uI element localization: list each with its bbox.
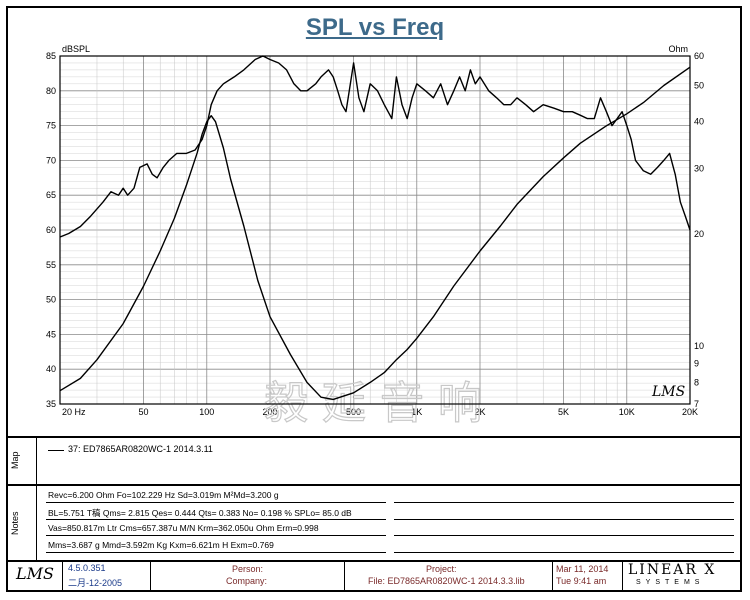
- note-rule: [46, 552, 386, 553]
- left-tick-label: 60: [46, 225, 56, 235]
- footer-brand-sub: SYSTEMS: [636, 579, 705, 586]
- left-axis-label: dBSPL: [62, 44, 90, 54]
- x-tick-label: 10K: [619, 407, 635, 417]
- footer-brand: LINEAR X: [628, 562, 717, 578]
- left-tick-label: 65: [46, 190, 56, 200]
- plot-border: [59, 55, 691, 405]
- right-tick-label: 50: [694, 81, 704, 91]
- left-axis-ticks: 85 80 75 70 65 60 55 50 45 40 35: [46, 51, 56, 409]
- note-rule: [46, 519, 386, 520]
- map-label: Map: [10, 451, 20, 469]
- note-line: Mms=3.687 g Mmd=3.592m Kg Kxm=6.621m H E…: [48, 540, 274, 550]
- left-tick-label: 45: [46, 329, 56, 339]
- footer-date: Mar 11, 2014: [556, 564, 609, 574]
- spl-series-line: [59, 55, 691, 238]
- chart-title: SPL vs Freq: [305, 14, 445, 41]
- footer-file: File: ED7865AR0820WC-1 2014.3.3.lib: [368, 576, 525, 586]
- chart-series: [59, 55, 691, 401]
- x-tick-label: 2K: [474, 407, 485, 417]
- footer-version: 4.5.0.351: [68, 563, 106, 573]
- left-tick-label: 70: [46, 155, 56, 165]
- notes-panel: [8, 484, 740, 560]
- footer-person-cell: [150, 560, 344, 590]
- note-rule-right: [394, 502, 734, 503]
- x-tick-label: 20K: [682, 407, 698, 417]
- footer-project-cell: [344, 560, 552, 590]
- footer-brand-cell: [622, 560, 740, 590]
- right-axis-label: Ohm: [668, 44, 688, 54]
- note-line: Vas=850.817m Ltr Cms=657.387u M/N Krm=36…: [48, 523, 319, 533]
- footer-time: Tue 9:41 am: [556, 576, 607, 586]
- right-tick-label: 40: [694, 117, 704, 127]
- left-tick-label: 40: [46, 364, 56, 374]
- left-tick-label: 75: [46, 121, 56, 131]
- window-frame: [6, 6, 742, 592]
- footer-lms-logo: LMS: [16, 564, 54, 583]
- right-tick-label: 8: [694, 377, 699, 387]
- note-rule-right: [394, 535, 734, 536]
- note-rule-right: [394, 552, 734, 553]
- right-tick-label: 10: [694, 341, 704, 351]
- footer-version-cell: [62, 560, 150, 590]
- chart-grid: [59, 55, 691, 405]
- map-divider: [36, 437, 37, 484]
- notes-label: Notes: [10, 511, 20, 535]
- right-tick-label: 20: [694, 229, 704, 239]
- x-tick-label: 500: [346, 407, 361, 417]
- impedance-series-line: [59, 66, 691, 401]
- x-tick-label: 100: [199, 407, 214, 417]
- note-rule-right: [394, 519, 734, 520]
- right-tick-label: 30: [694, 163, 704, 173]
- footer-project-label: Project:: [426, 564, 457, 574]
- note-rule: [46, 535, 386, 536]
- left-tick-label: 55: [46, 260, 56, 270]
- left-tick-label: 50: [46, 295, 56, 305]
- right-tick-label: 9: [694, 358, 699, 368]
- note-rule: [46, 502, 386, 503]
- left-tick-label: 85: [46, 51, 56, 61]
- right-tick-label: 7: [694, 399, 699, 409]
- x-tick-label: 1K: [411, 407, 422, 417]
- right-axis-ticks: 60 50 40 30 20 10 9 8 7: [694, 51, 704, 409]
- x-tick-label: 50: [139, 407, 149, 417]
- note-line: Revc=6.200 Ohm Fo=102.229 Hz Sd=3.019m M…: [48, 490, 279, 500]
- x-tick-label: 20 Hz: [62, 407, 86, 417]
- right-tick-label: 60: [694, 51, 704, 61]
- x-tick-label: 5K: [558, 407, 569, 417]
- notes-divider: [36, 485, 37, 560]
- footer-date-cell: [552, 560, 622, 590]
- x-axis-ticks: 20 Hz 50 100 200 500 1K 2K 5K 10K 20K: [62, 407, 698, 417]
- map-entry: 37: ED7865AR0820WC-1 2014.3.11: [68, 444, 213, 454]
- left-tick-label: 35: [46, 399, 56, 409]
- note-line: BL=5.751 T稿 Qms= 2.815 Qes= 0.444 Qts= 0…: [48, 508, 352, 518]
- footer-build-date: 二月-12-2005: [68, 578, 123, 588]
- x-tick-label: 200: [262, 407, 277, 417]
- left-tick-label: 80: [46, 86, 56, 96]
- footer-company-label: Company:: [226, 576, 268, 586]
- footer-bar: [8, 560, 740, 590]
- map-panel: [8, 436, 740, 484]
- lms-plot-logo: LMS: [651, 384, 685, 400]
- chart-svg: 85 80 75 70 65 60 55 50 45 40 35 60 50 40 30 20 10 9 8 7 2…: [46, 44, 704, 430]
- map-legend-line: [48, 450, 64, 451]
- footer-person-label: Person:: [232, 564, 264, 574]
